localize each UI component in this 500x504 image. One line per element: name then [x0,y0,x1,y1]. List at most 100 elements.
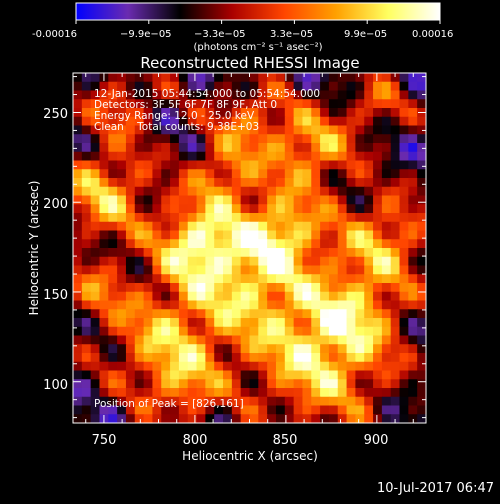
heatmap-cell [258,116,268,127]
heatmap-cell [390,160,401,170]
heatmap-cell [267,143,277,153]
heatmap-cell [108,379,118,389]
heatmap-cell [205,248,215,258]
heatmap-cell [205,291,215,302]
heatmap-cell [258,195,268,205]
heatmap-cell [311,379,321,389]
heatmap-cell [214,99,224,109]
heatmap-cell [178,90,189,100]
heatmap-cell [90,335,101,345]
heatmap-cell [399,344,409,354]
heatmap-cell [90,353,101,363]
heatmap-cell [152,248,162,258]
heatmap-cell [364,370,374,380]
heatmap-cell [152,353,162,363]
heatmap-cell [390,108,401,118]
heatmap-cell [231,213,242,223]
heatmap-cell [293,335,304,345]
heatmap-cell [108,134,118,144]
heatmap-cell [108,125,118,135]
heatmap-cell [249,370,259,380]
heatmap-cell [134,265,145,275]
heatmap-cell [117,134,127,144]
heatmap-cell [152,178,162,188]
heatmap-cell [187,73,198,83]
heatmap-cell [170,143,180,153]
heatmap-cell [240,326,251,337]
heatmap-cell [275,186,286,197]
heatmap-cell [152,73,162,83]
heatmap-cell [143,221,154,232]
heatmap-cell [302,81,312,92]
heatmap-cell [125,414,136,423]
heatmap-cell [161,361,171,372]
colorbar-tick-label: −3.3e−05 [194,29,246,40]
heatmap-cell [267,396,277,407]
heatmap-cell [99,283,109,293]
heatmap-cell [284,318,295,328]
heatmap-cell [134,213,145,223]
heatmap-cell [205,326,215,337]
heatmap-cell [337,265,348,275]
heatmap-cell [81,143,92,153]
heatmap-cell [178,414,189,423]
heatmap-cell [152,388,162,398]
heatmap-cell [390,265,401,275]
heatmap-cell [293,370,304,380]
heatmap-cell [223,309,233,319]
heatmap-cell [302,335,312,345]
heatmap-cell [293,151,304,162]
heatmap-cell [249,99,259,109]
heatmap-cell [328,361,339,372]
heatmap-cell [170,379,180,389]
heatmap-cell [205,414,215,423]
heatmap-cell [90,108,101,118]
heatmap-cell [399,274,409,284]
heatmap-cell [205,379,215,389]
heatmap-cell [311,283,321,293]
heatmap-cell [231,99,242,109]
heatmap-cell [267,134,277,144]
heatmap-cell [134,169,145,179]
heatmap-cell [328,370,339,380]
heatmap-cell [108,160,118,170]
heatmap-cell [364,134,374,144]
heatmap-cell [134,160,145,170]
heatmap-cell [408,151,418,162]
heatmap-cell [320,344,330,354]
heatmap-cell [408,318,418,328]
heatmap-cell [381,291,392,302]
heatmap-cell [390,388,401,398]
heatmap-cell [328,291,339,302]
heatmap-cell [117,335,127,345]
heatmap-cell [125,318,136,328]
heatmap-cell [134,134,145,144]
heatmap-cell [117,108,127,118]
heatmap-cell [258,230,268,240]
heatmap-cell [417,221,426,232]
heatmap-cell [117,291,127,302]
heatmap-cell [267,309,277,319]
heatmap-cell [152,151,162,162]
heatmap-cell [311,344,321,354]
heatmap-cell [408,169,418,179]
heatmap-cell [417,370,426,380]
heatmap-cell [187,370,198,380]
heatmap-cell [196,186,206,197]
heatmap-cell [373,370,383,380]
heatmap-cell [249,396,259,407]
heatmap-cell [355,405,365,415]
chart-title: Reconstructed RHESSI Image [140,54,359,72]
heatmap-cell [320,326,330,337]
heatmap-cell [187,326,198,337]
heatmap-cell [390,318,401,328]
heatmap-cell [108,90,118,100]
heatmap-cell [231,414,242,423]
heatmap-cell [214,344,224,354]
heatmap-cell [355,265,365,275]
heatmap-cell [223,186,233,197]
heatmap-cell [214,248,224,258]
heatmap-cell [381,309,392,319]
heatmap-cell [125,230,136,240]
heatmap-cell [408,265,418,275]
